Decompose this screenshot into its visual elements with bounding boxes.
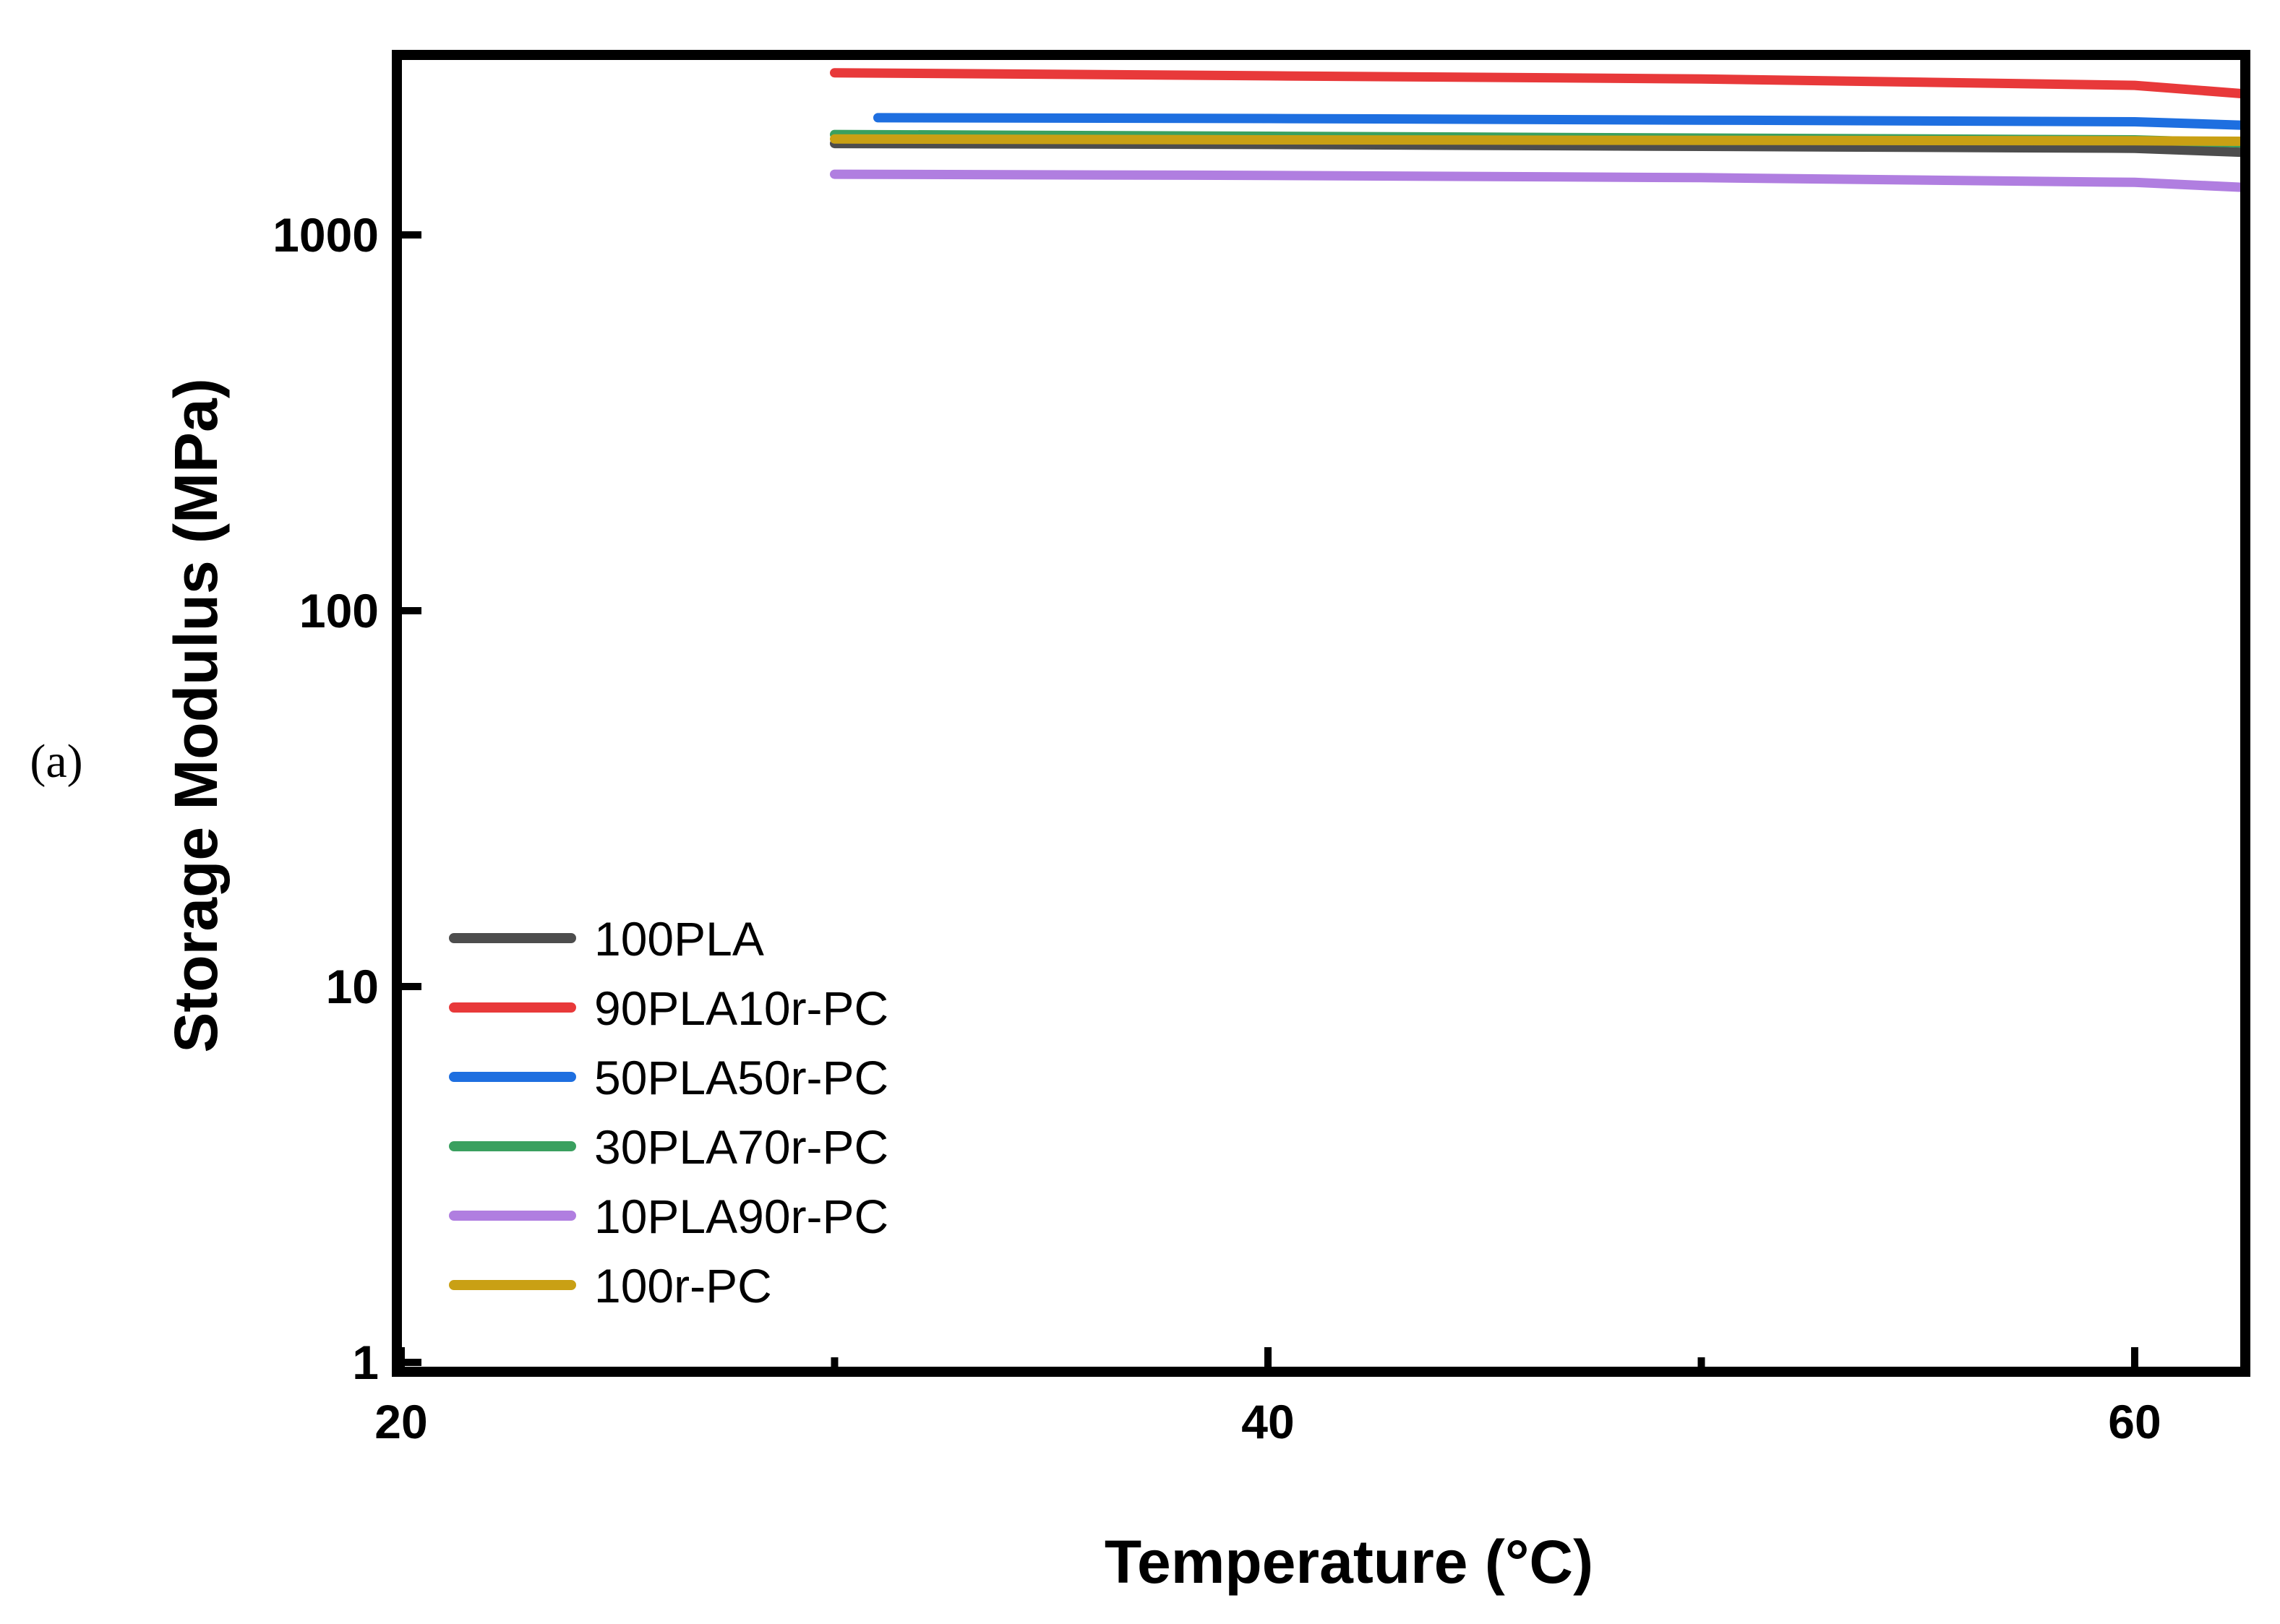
y-tick-label: 10: [326, 960, 379, 1013]
legend-label-100pla: 100PLA: [594, 912, 764, 966]
x-tick-labels: 20406080100120140160180: [374, 1395, 2161, 1448]
y-tick-label: 1: [352, 1336, 379, 1389]
legend: 100PLA 90PLA10r-PC 50PLA50r-PC 30PLA70r-PC 1…: [449, 912, 888, 1312]
legend-label-50pla50r-pc: 50PLA50r-PC: [594, 1051, 888, 1104]
y-tick-label: 100: [299, 584, 379, 637]
legend-label-100r-pc: 100r-PC: [594, 1259, 772, 1312]
panel-label: (a): [30, 735, 82, 788]
series-line-50pla50r-pc: [873, 113, 2245, 130]
legend-label-30pla70r-pc: 30PLA70r-PC: [594, 1120, 888, 1174]
legend-label-10pla90r-pc: 10PLA90r-PC: [594, 1190, 888, 1243]
series-line-30pla70r-pc: [830, 129, 2245, 148]
y-axis-label: Storage Modulus (MPa): [162, 378, 230, 1052]
x-axis-label: Temperature (°C): [1105, 1528, 1593, 1596]
series-line-10pla90r-pc: [830, 169, 2245, 192]
series-line-100pla: [830, 139, 2245, 158]
legend-label-90pla10r-pc: 90PLA10r-PC: [594, 981, 888, 1035]
y-tick-labels: 1 10 100 1000: [273, 208, 379, 1389]
series-line-100r-pc: [830, 134, 2245, 146]
series-layer: [830, 68, 2245, 192]
x-tick-label: 40: [1241, 1395, 1294, 1448]
plot-frame: [392, 50, 2250, 1377]
x-tick-label: 60: [2108, 1395, 2161, 1448]
series-line-90pla10r-pc: [830, 68, 2245, 99]
x-tick-label: 20: [374, 1395, 427, 1448]
y-tick-label: 1000: [273, 208, 379, 262]
